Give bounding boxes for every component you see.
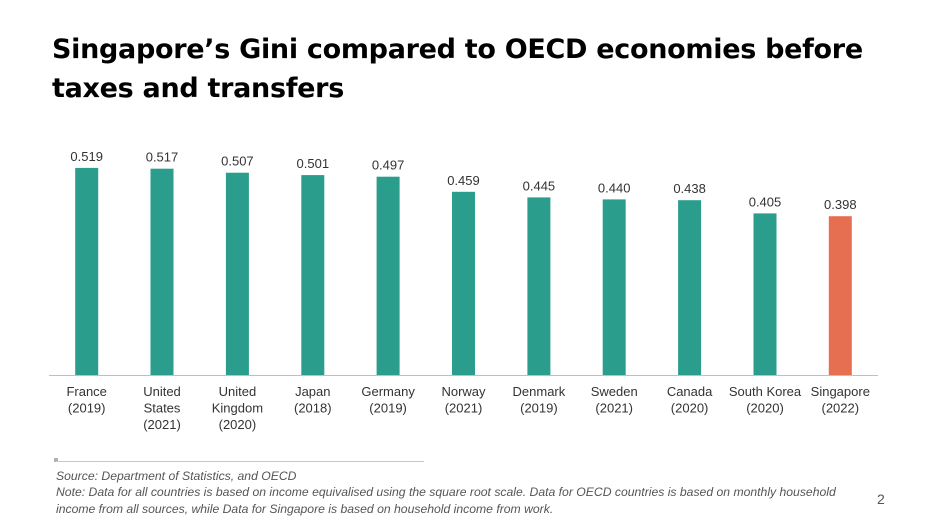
category-label: Sweden (2021) <box>591 384 638 416</box>
bar-canada <box>678 200 702 375</box>
category-label-line: (2019) <box>68 401 106 416</box>
bar-sweden <box>602 199 626 375</box>
category-label-line: Norway <box>441 384 486 399</box>
category-label: United Kingdom (2020) <box>212 384 263 432</box>
data-label: 0.440 <box>598 180 631 195</box>
category-label-line: Canada <box>667 384 713 399</box>
category-label-line: United <box>219 384 257 399</box>
category-label-line: (2021) <box>595 401 633 416</box>
bar-france <box>75 167 99 375</box>
data-label: 0.459 <box>447 173 480 188</box>
data-label: 0.519 <box>70 149 103 164</box>
category-label: Norway (2021) <box>441 384 486 416</box>
bar-japan <box>301 175 325 375</box>
data-label: 0.445 <box>523 178 556 193</box>
bar-germany <box>376 176 400 375</box>
data-label: 0.438 <box>673 181 706 196</box>
category-label-line: Kingdom <box>212 401 263 416</box>
methodology-note: Note: Data for all countries is based on… <box>56 485 836 516</box>
data-label: 0.501 <box>297 156 330 171</box>
category-label-line: (2018) <box>294 401 332 416</box>
category-label-line: France <box>66 384 106 399</box>
bar-norway <box>452 191 475 375</box>
category-label-line: Germany <box>361 384 415 399</box>
bar-south-korea <box>753 213 777 375</box>
category-label-line: Sweden <box>591 384 638 399</box>
footer-divider-marker <box>54 458 58 462</box>
bar-united <box>225 172 249 375</box>
category-label: United States (2021) <box>143 384 181 432</box>
category-label-line: Singapore <box>811 384 870 399</box>
category-label-line: States <box>144 401 181 416</box>
category-label: South Korea (2020) <box>729 384 802 416</box>
data-label: 0.497 <box>372 158 405 173</box>
data-label: 0.398 <box>824 197 857 212</box>
source-note: Source: Department of Statistics, and OE… <box>56 469 297 483</box>
category-label-line: (2019) <box>520 401 558 416</box>
category-label-line: (2021) <box>143 417 181 432</box>
category-label-line: (2021) <box>445 401 483 416</box>
category-label-line: Japan <box>295 384 330 399</box>
category-label: France (2019) <box>66 384 106 416</box>
category-label: Canada (2020) <box>667 384 713 416</box>
category-label: Japan (2018) <box>294 384 332 416</box>
data-label: 0.405 <box>749 194 782 209</box>
category-label-line: South Korea <box>729 384 802 399</box>
category-label: Denmark (2019) <box>513 384 566 416</box>
bar-denmark <box>527 197 551 375</box>
category-label-line: United <box>143 384 181 399</box>
data-label: 0.517 <box>146 150 179 165</box>
category-label-line: (2020) <box>219 417 257 432</box>
page-title: Singapore’s Gini compared to OECD econom… <box>52 34 863 104</box>
category-label: Germany (2019) <box>361 384 415 416</box>
category-label-line: (2022) <box>822 401 860 416</box>
bar-united <box>150 168 174 375</box>
category-label-line: (2020) <box>671 401 709 416</box>
bar-singapore <box>828 216 852 375</box>
data-label: 0.507 <box>221 154 254 169</box>
category-label-line: (2019) <box>369 401 407 416</box>
page-number: 2 <box>877 491 885 507</box>
category-label: Singapore (2022) <box>811 384 870 416</box>
category-label-line: Denmark <box>513 384 566 399</box>
footer-divider <box>56 461 424 462</box>
category-label-line: (2020) <box>746 401 784 416</box>
